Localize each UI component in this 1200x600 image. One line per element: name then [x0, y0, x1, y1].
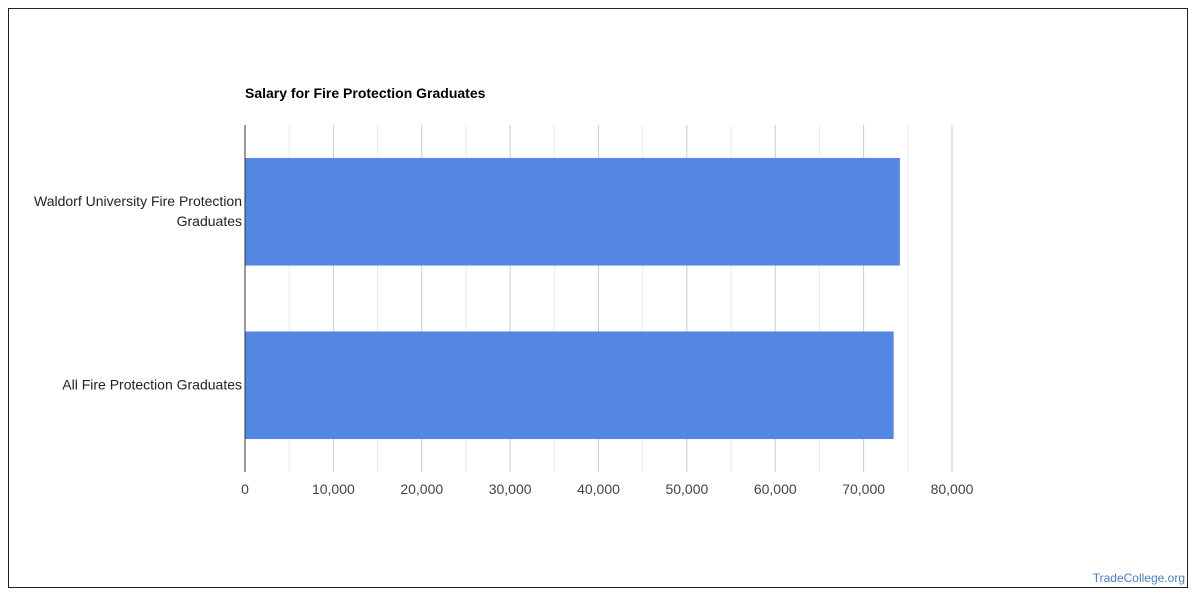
x-tick-label: 20,000 [400, 481, 443, 497]
x-tick-label: 0 [241, 481, 249, 497]
chart-title: Salary for Fire Protection Graduates [245, 85, 486, 101]
x-tick-label: 10,000 [312, 481, 355, 497]
watermark-link[interactable]: TradeCollege.org [1092, 571, 1185, 585]
bar [245, 331, 894, 440]
category-label: Waldorf University Fire Protection Gradua… [34, 192, 242, 228]
category-label-line: All Fire Protection Graduates [62, 376, 242, 392]
x-tick-label: 60,000 [754, 481, 797, 497]
x-tick-label: 50,000 [665, 481, 708, 497]
category-label-line: Waldorf University Fire Protection [34, 192, 242, 208]
category-label: All Fire Protection Graduates [62, 376, 242, 392]
bar [245, 157, 900, 266]
x-tick-label: 70,000 [842, 481, 885, 497]
x-tick-label: 40,000 [577, 481, 620, 497]
category-label-line: Graduates [177, 212, 242, 228]
x-tick-label: 80,000 [931, 481, 974, 497]
x-tick-label: 30,000 [489, 481, 532, 497]
